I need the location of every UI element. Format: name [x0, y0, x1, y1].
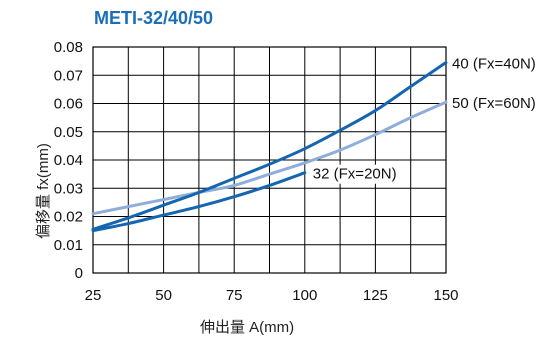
y-tick-label: 0.01	[54, 237, 83, 254]
x-tick-label: 150	[433, 287, 458, 304]
grid	[92, 46, 447, 274]
x-axis-ticks: 25 50 75 100 125 150	[85, 287, 459, 304]
y-tick-label: 0.08	[54, 39, 83, 56]
y-axis-label: 偏移量 fx(mm)	[6, 100, 52, 240]
y-axis-ticks: 0 0.01 0.02 0.03 0.04 0.05 0.06 0.07 0.08	[54, 39, 83, 282]
x-tick-label: 125	[363, 287, 388, 304]
y-tick-label: 0.02	[54, 209, 83, 226]
series-lines	[91, 61, 448, 233]
series-labels: 40 (Fx=40N) 50 (Fx=60N) 32 (Fx=20N)	[310, 56, 536, 184]
x-axis-label: 伸出量 A(mm)	[200, 319, 295, 336]
x-tick-label: 50	[155, 287, 172, 304]
x-tick-label: 75	[226, 287, 243, 304]
series-label: 50 (Fx=60N)	[452, 95, 536, 112]
series-line	[91, 61, 448, 231]
y-tick-label: 0	[75, 265, 83, 282]
series-label-background	[310, 164, 399, 184]
x-tick-label: 100	[292, 287, 317, 304]
y-tick-label: 0.07	[54, 67, 83, 84]
x-tick-label: 25	[85, 287, 102, 304]
chart-title: METI-32/40/50	[94, 8, 214, 28]
series-label: 32 (Fx=20N)	[313, 166, 397, 183]
series-line	[91, 100, 448, 216]
series-label: 40 (Fx=40N)	[452, 56, 536, 73]
y-tick-label: 0.06	[54, 96, 83, 113]
y-tick-label: 0.04	[54, 152, 83, 169]
series-line	[91, 171, 307, 233]
plot-frame	[92, 46, 447, 274]
y-tick-label: 0.03	[54, 180, 83, 197]
y-axis-label-text: 偏移量 fx(mm)	[35, 143, 52, 239]
y-tick-label: 0.05	[54, 124, 83, 141]
